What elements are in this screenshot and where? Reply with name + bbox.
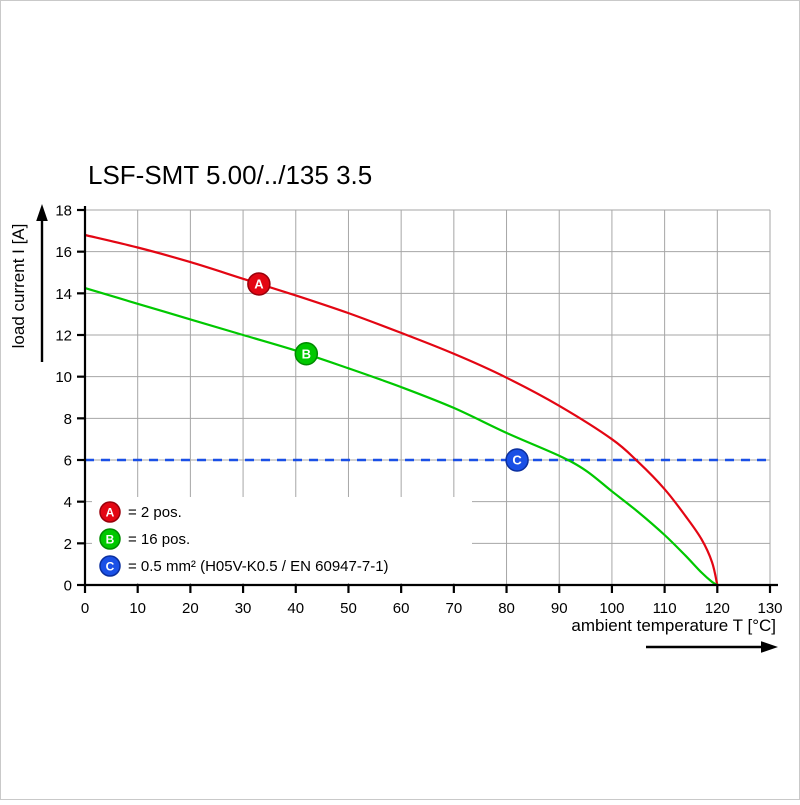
legend-item-C: C = 0.5 mm² (H05V-K0.5 / EN 60947-7-1): [99, 555, 389, 577]
x-tick-label: 40: [287, 600, 304, 617]
legend-marker-letter-B: B: [106, 533, 115, 547]
x-tick-label: 70: [446, 600, 463, 617]
chart-title: LSF-SMT 5.00/../135 3.5: [88, 160, 372, 190]
legend-marker-letter-A: A: [106, 506, 115, 520]
legend-marker-letter-C: C: [106, 560, 115, 574]
legend-marker-B-icon: [99, 528, 121, 550]
y-axis-arrowhead-icon: [36, 204, 48, 221]
curve-markers-group: A B C: [247, 272, 529, 472]
x-tick-label: 60: [393, 600, 410, 617]
legend-item-B: B = 16 pos.: [99, 528, 190, 550]
marker-A: A: [247, 272, 271, 296]
marker-letter-B: B: [302, 346, 311, 361]
marker-circle-C-icon: [505, 448, 529, 472]
legend-label-C: = 0.5 mm² (H05V-K0.5 / EN 60947-7-1): [128, 558, 389, 575]
y-tick-label: 2: [64, 536, 72, 553]
y-axis-title-group: load current I [A]: [9, 204, 48, 362]
y-tick-label: 8: [64, 411, 72, 428]
y-tick-label: 16: [55, 244, 72, 261]
x-axis-label: ambient temperature T [°C]: [571, 616, 776, 635]
x-tick-label: 100: [599, 600, 624, 617]
legend-marker-C-icon: [99, 555, 121, 577]
x-tick-label: 80: [498, 600, 515, 617]
x-tick-label: 130: [757, 600, 782, 617]
marker-letter-C: C: [512, 453, 522, 468]
legend-label-B: = 16 pos.: [128, 531, 190, 548]
legend: A = 2 pos. B = 16 pos. C = 0.5 mm² (H05V-K0.5…: [92, 497, 472, 583]
legend-marker-A-icon: [99, 501, 121, 523]
x-axis-arrowhead-icon: [761, 641, 778, 653]
x-tick-label: 90: [551, 600, 568, 617]
x-tick-label: 30: [235, 600, 252, 617]
axes-group: [83, 206, 778, 587]
y-tick-label: 6: [64, 453, 72, 470]
legend-label-A: = 2 pos.: [128, 504, 182, 521]
x-tick-label: 120: [705, 600, 730, 617]
curve-B: [84, 287, 718, 586]
x-tick-label: 0: [81, 600, 89, 617]
x-tick-label: 50: [340, 600, 357, 617]
marker-C: C: [505, 448, 529, 472]
x-tick-label: 110: [653, 600, 677, 617]
y-tick-label: 10: [55, 369, 72, 386]
marker-letter-A: A: [254, 276, 264, 291]
marker-circle-A-icon: [247, 272, 271, 296]
x-axis-title-group: ambient temperature T [°C]: [571, 616, 778, 653]
legend-background: [92, 497, 472, 583]
marker-B: B: [294, 342, 319, 366]
tick-labels-group: 0 10 20 30 40 50 60 70 80 90 100 110 120 130 0 2 4 6 8 10 12…: [55, 203, 782, 618]
y-tick-label: 12: [55, 328, 72, 345]
x-tick-label: 20: [182, 600, 199, 617]
y-axis-label: load current I [A]: [9, 224, 28, 349]
curves-group: [84, 233, 719, 586]
y-tick-label: 18: [55, 203, 72, 220]
y-tick-label: 14: [55, 286, 72, 303]
legend-item-A: A = 2 pos.: [99, 501, 182, 523]
curve-A: [84, 233, 719, 586]
y-tick-label: 0: [64, 578, 72, 595]
marker-circle-B-icon: [294, 342, 319, 366]
x-tick-label: 10: [129, 600, 146, 617]
y-tick-label: 4: [64, 494, 72, 511]
